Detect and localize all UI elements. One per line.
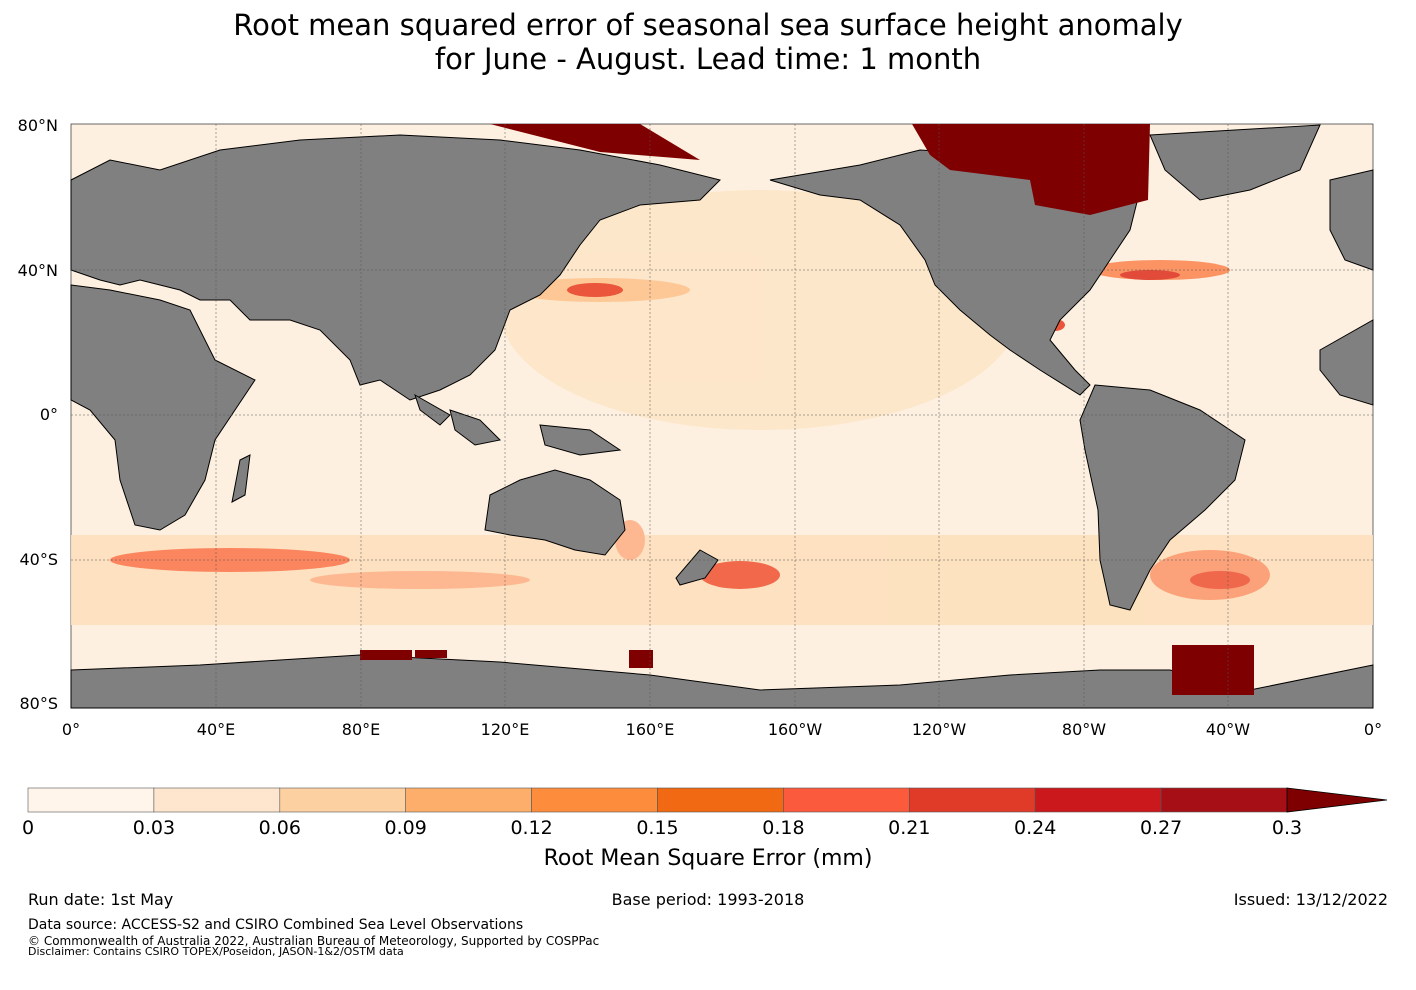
colorbar-tick-label: 0.24 <box>1014 817 1057 839</box>
new-zealand-land <box>675 549 719 586</box>
colorbar-segment <box>1034 787 1162 813</box>
colorbar-tick-label: 0.27 <box>1139 817 1183 839</box>
colorbar-tick-label: 0.21 <box>888 817 931 839</box>
colorbar-segment <box>153 787 281 813</box>
disclaimer: Disclaimer: Contains CSIRO TOPEX/Poseido… <box>28 945 404 958</box>
west-africa-land-east <box>1319 319 1374 406</box>
colorbar-tick-label: 0.06 <box>258 817 301 839</box>
lon-label: 40°W <box>1205 720 1251 739</box>
colorbar-segment <box>279 787 406 813</box>
colorbar-segment <box>908 787 1036 813</box>
africa-land <box>70 284 256 531</box>
graticule <box>71 124 1373 708</box>
colorbar-tick-label: 0.09 <box>384 817 427 839</box>
colorbar-tick-label: 0 <box>21 817 35 839</box>
lon-label: 0° <box>1363 720 1383 739</box>
australia-land <box>484 469 626 556</box>
lon-label: 0° <box>61 720 81 739</box>
issued-date: Issued: 13/12/2022 <box>1233 890 1388 909</box>
weddell-sea-high-error <box>1172 645 1254 695</box>
land-masses <box>70 124 1374 709</box>
lat-label: 80°N <box>17 116 58 135</box>
lon-label: 120°W <box>911 720 967 739</box>
gulf-stream-high-error <box>1120 270 1180 280</box>
lat-label: 0° <box>39 405 58 424</box>
new-guinea-land <box>539 424 622 456</box>
colorbar-segment <box>1160 787 1288 813</box>
colorbar-segment <box>783 787 910 813</box>
colorbar-tick-label: 0.18 <box>762 817 805 839</box>
europe-land-east <box>1329 169 1374 271</box>
canadian-archipelago-high-error <box>912 124 1150 215</box>
colorbar-tick-label: 0.03 <box>132 817 176 839</box>
map-title-line-1: Root mean squared error of seasonal sea … <box>233 8 1183 42</box>
colorbar-extend-arrow <box>1286 787 1388 813</box>
lat-label: 40°S <box>19 550 58 569</box>
high-error-regions <box>360 124 1254 695</box>
colorbar-tick-label: 0.3 <box>1271 817 1303 839</box>
lon-label: 80°W <box>1061 720 1107 739</box>
run-date: Run date: 1st May <box>28 890 174 909</box>
antarctic-coast-high-error-2 <box>415 650 447 658</box>
base-period: Base period: 1993-2018 <box>611 890 805 909</box>
lon-label: 120°E <box>480 720 530 739</box>
madagascar-land <box>231 454 251 503</box>
colorbar-segment <box>531 787 658 813</box>
colorbar-segment <box>27 787 155 813</box>
eurasia-land <box>70 134 721 401</box>
sumatra-land <box>414 393 451 426</box>
map-panel <box>70 123 1374 709</box>
copyright: © Commonwealth of Australia 2022, Austra… <box>28 934 600 948</box>
lat-label: 40°N <box>17 261 58 280</box>
colorbar-tick-label: 0.12 <box>510 817 553 839</box>
south-america-land <box>1079 384 1246 611</box>
lon-label: 40°E <box>196 720 236 739</box>
colorbar-segment <box>405 787 532 813</box>
arctic-high-error <box>490 124 700 160</box>
lat-label: 80°S <box>19 694 58 713</box>
data-source: Data source: ACCESS-S2 and CSIRO Combine… <box>28 917 524 933</box>
kuroshio-high-error <box>567 283 623 297</box>
colorbar-segments <box>27 787 1288 813</box>
antarctic-coast-high-error-3 <box>629 650 653 668</box>
lon-label: 80°E <box>341 720 381 739</box>
antarctic-coast-high-error-1 <box>360 650 412 660</box>
colorbar-label: Root Mean Square Error (mm) <box>543 846 873 871</box>
greenland-land <box>1149 124 1321 201</box>
colorbar-segment <box>657 787 784 813</box>
map-title-line-2: for June - August. Lead time: 1 month <box>434 42 982 76</box>
colorbar <box>27 787 1388 813</box>
colorbar-tick-label: 0.15 <box>636 817 679 839</box>
borneo-land <box>449 409 502 446</box>
lon-label: 160°E <box>625 720 675 739</box>
lon-label: 160°W <box>767 720 823 739</box>
